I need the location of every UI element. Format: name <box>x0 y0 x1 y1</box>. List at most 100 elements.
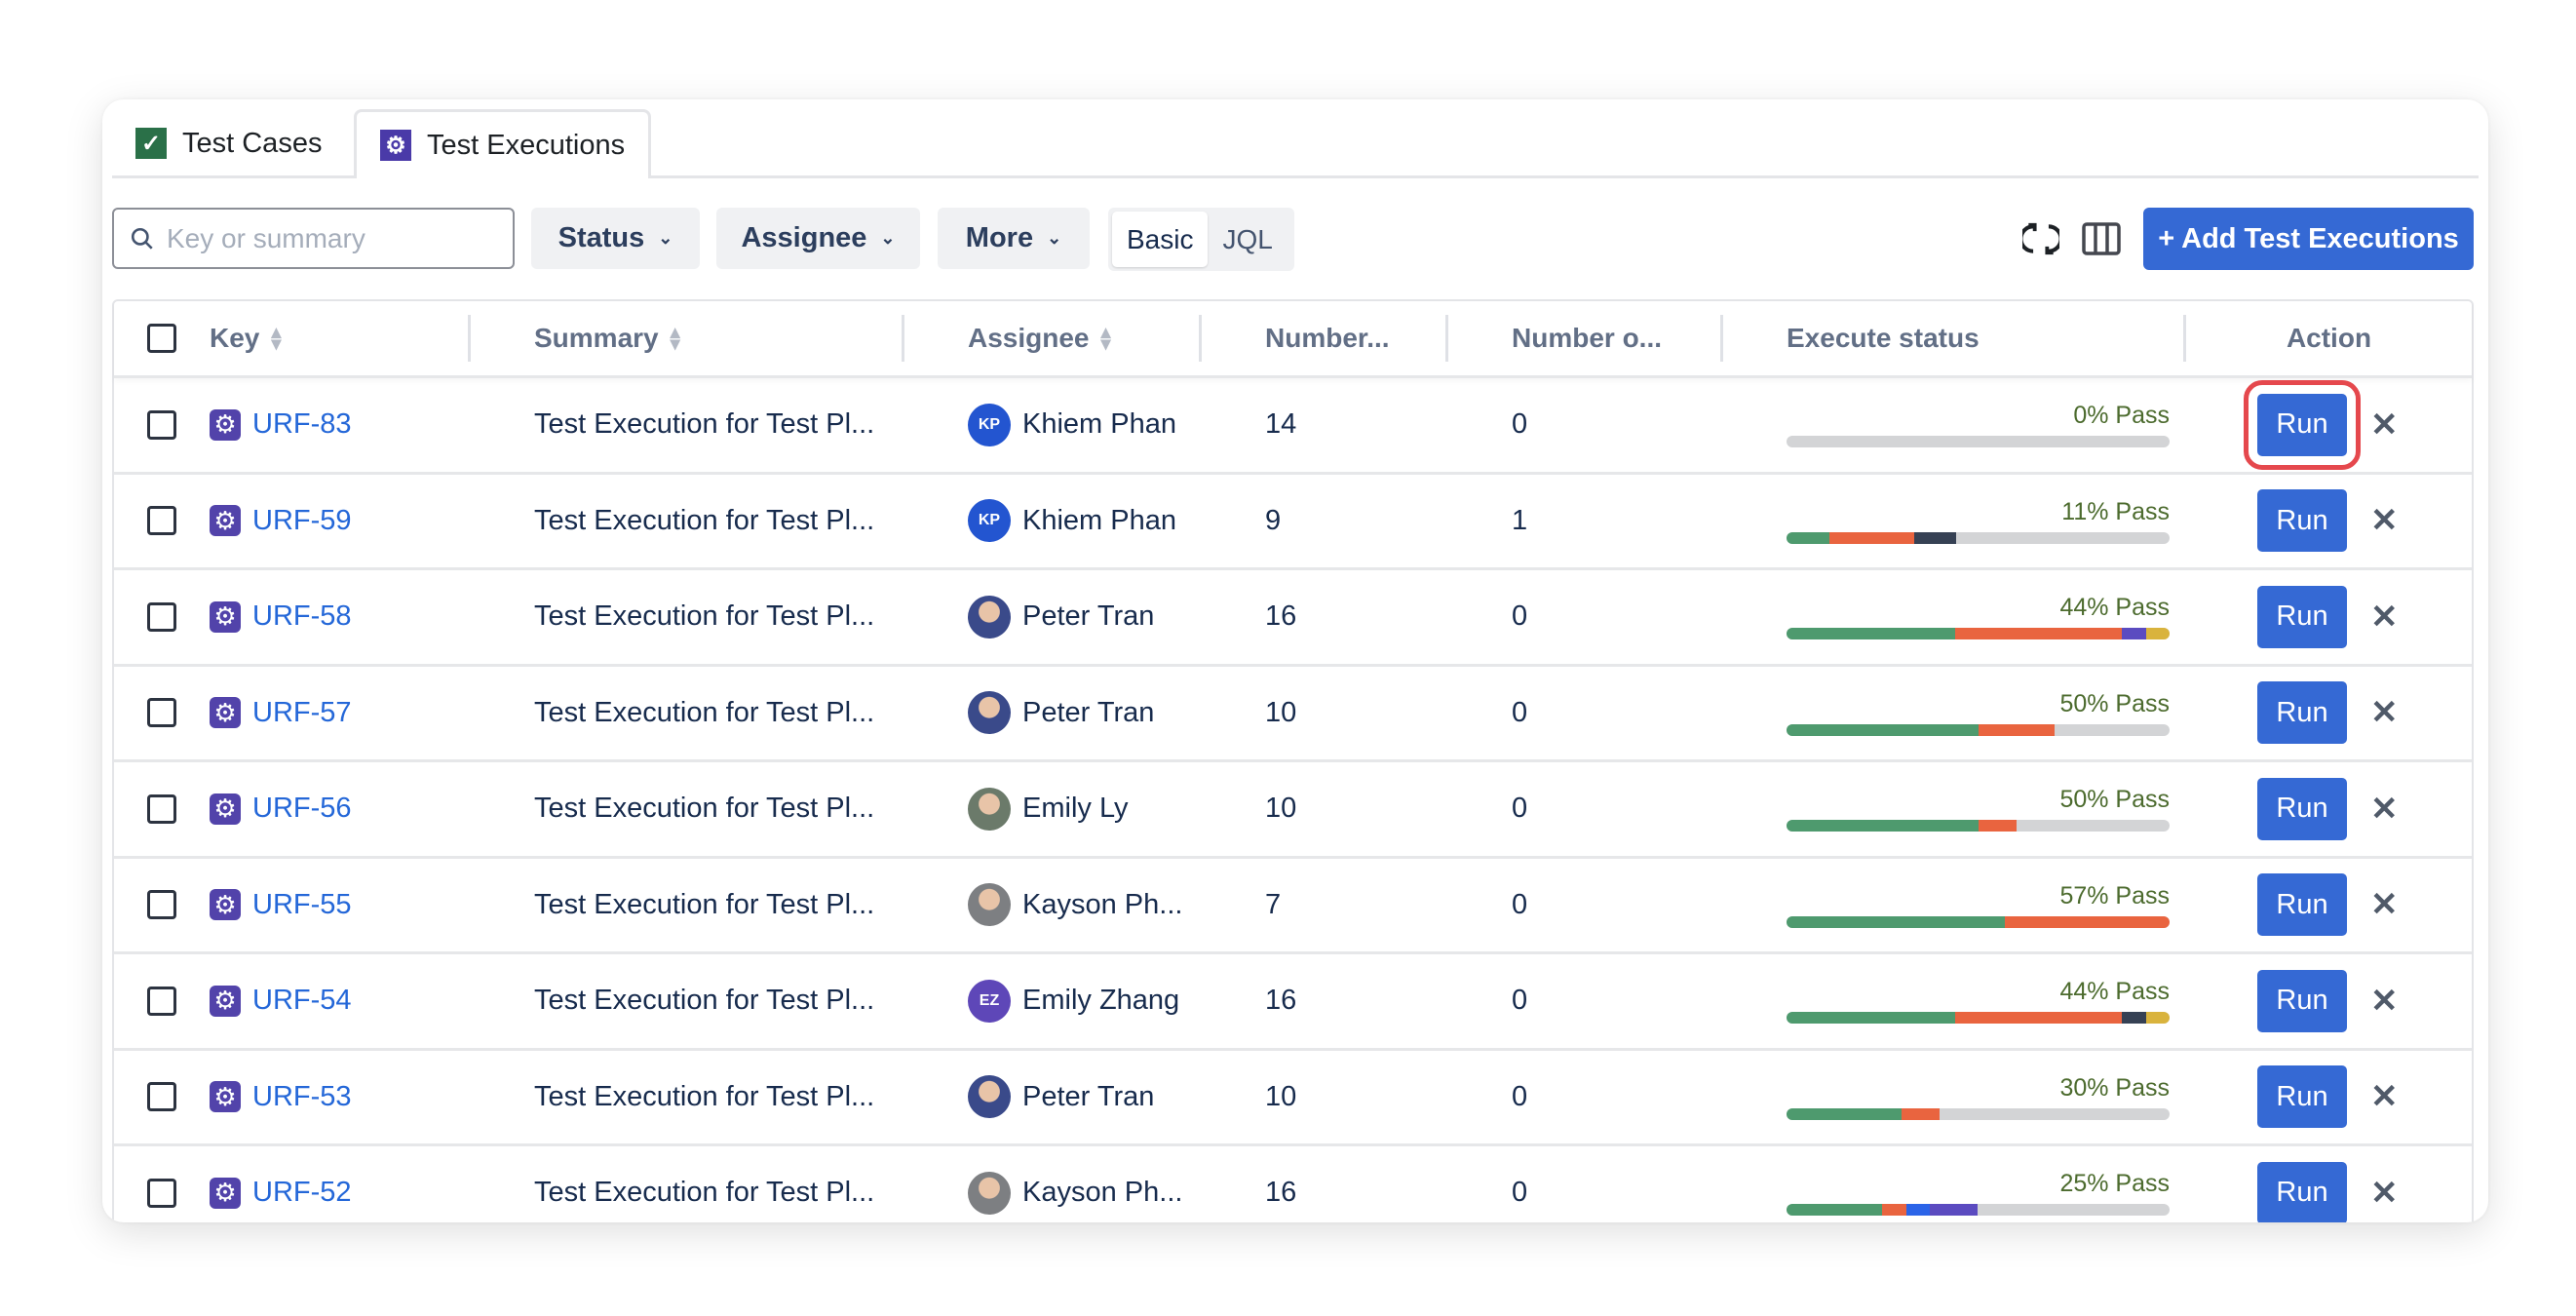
assignee-cell: EZ Emily Zhang <box>902 954 1199 1048</box>
issue-key-link[interactable]: URF-55 <box>252 888 352 920</box>
close-icon[interactable]: ✕ <box>2370 790 2399 828</box>
number-1-cell: 10 <box>1265 696 1297 728</box>
number-2-cell: 0 <box>1512 600 1528 633</box>
summary-cell: Test Execution for Test Pl... <box>534 985 875 1017</box>
execution-progress-bar <box>1787 915 2170 928</box>
run-button[interactable]: Run <box>2257 681 2347 745</box>
run-button[interactable]: Run <box>2257 873 2347 937</box>
assignee-name: Peter Tran <box>1022 696 1155 728</box>
chevron-down-icon: ⌄ <box>658 228 673 248</box>
progress-segment-blue <box>1906 1204 1931 1217</box>
progress-segment-blocked <box>1913 531 1957 544</box>
assignee-filter[interactable]: Assignee ⌄ <box>716 208 920 269</box>
select-all-checkbox[interactable] <box>147 324 176 353</box>
chevron-down-icon: ⌄ <box>880 228 896 248</box>
key-cell: ⚙ URF-53 <box>187 1051 468 1144</box>
column-number-2[interactable]: Number o... <box>1445 301 1720 375</box>
execute-status-cell: 30% Pass <box>1720 1051 2183 1144</box>
issue-key-link[interactable]: URF-59 <box>252 504 352 536</box>
number-2-cell: 0 <box>1512 985 1528 1017</box>
issue-key-link[interactable]: URF-53 <box>252 1080 352 1112</box>
column-assignee[interactable]: Assignee ▴ ▾ <box>902 301 1199 375</box>
pass-rate: 44% Pass <box>2059 594 2170 622</box>
row-checkbox[interactable] <box>147 890 176 920</box>
key-cell: ⚙ URF-59 <box>187 475 468 568</box>
action-cell: Run ✕ <box>2183 1051 2475 1144</box>
row-checkbox[interactable] <box>147 698 176 728</box>
table-row: ⚙ URF-57 Test Execution for Test Pl... Pe… <box>114 667 2472 762</box>
column-summary[interactable]: Summary ▴ ▾ <box>468 301 902 375</box>
run-button[interactable]: Run <box>2257 1065 2347 1129</box>
column-number-1[interactable]: Number... <box>1199 301 1445 375</box>
assignee-cell: Kayson Ph... <box>902 1146 1199 1222</box>
tab-test-cases[interactable]: ✓ Test Cases <box>112 109 345 177</box>
close-icon[interactable]: ✕ <box>2370 1174 2399 1212</box>
close-icon[interactable]: ✕ <box>2370 886 2399 924</box>
number-1-cell: 10 <box>1265 1080 1297 1112</box>
issue-key-link[interactable]: URF-52 <box>252 1177 352 1209</box>
more-filter[interactable]: More ⌄ <box>938 208 1090 269</box>
columns-button[interactable] <box>2079 216 2124 261</box>
number-2-cell: 0 <box>1512 793 1528 825</box>
progress-segment-fail <box>1954 1012 2122 1025</box>
issue-key-link[interactable]: URF-54 <box>252 985 352 1017</box>
row-checkbox[interactable] <box>147 1178 176 1208</box>
close-icon[interactable]: ✕ <box>2370 982 2399 1020</box>
tab-test-executions[interactable]: ⚙ Test Executions <box>354 109 652 178</box>
number-1-cell: 10 <box>1265 793 1297 825</box>
row-checkbox[interactable] <box>147 1082 176 1112</box>
assignee-name: Peter Tran <box>1022 1080 1155 1112</box>
number-1-cell: 9 <box>1265 504 1282 536</box>
search-input[interactable] <box>167 222 498 254</box>
select-all-cell <box>114 301 187 375</box>
row-checkbox[interactable] <box>147 986 176 1016</box>
issue-key-link[interactable]: URF-56 <box>252 793 352 825</box>
table-row: ⚙ URF-54 Test Execution for Test Pl... EZ… <box>114 954 2472 1051</box>
close-icon[interactable]: ✕ <box>2370 502 2399 540</box>
pass-rate: 0% Pass <box>2073 402 2170 430</box>
run-button[interactable]: Run <box>2257 1161 2347 1222</box>
status-filter[interactable]: Status ⌄ <box>531 208 700 269</box>
close-icon[interactable]: ✕ <box>2370 406 2399 444</box>
action-cell: Run ✕ <box>2183 475 2475 568</box>
assignee-cell: Peter Tran <box>902 1051 1199 1144</box>
test-execution-gear-icon: ⚙ <box>210 985 241 1017</box>
search-field[interactable] <box>112 208 515 269</box>
summary-cell: Test Execution for Test Pl... <box>534 1177 875 1209</box>
pass-rate: 30% Pass <box>2059 1073 2170 1102</box>
basic-mode-button[interactable]: Basic <box>1112 212 1209 267</box>
pass-rate: 44% Pass <box>2059 978 2170 1006</box>
close-icon[interactable]: ✕ <box>2370 694 2399 732</box>
row-checkbox[interactable] <box>147 506 176 536</box>
column-key[interactable]: Key ▴ ▾ <box>187 301 468 375</box>
row-checkbox[interactable] <box>147 601 176 632</box>
summary-cell: Test Execution for Test Pl... <box>534 1080 875 1112</box>
column-label: Key <box>210 323 260 353</box>
issue-key-link[interactable]: URF-57 <box>252 696 352 728</box>
close-icon[interactable]: ✕ <box>2370 598 2399 636</box>
progress-segment-fail <box>1978 820 2017 832</box>
table-header: Key ▴ ▾ Summary ▴ ▾ Assignee ▴ ▾ Number... Num… <box>114 301 2472 378</box>
chevron-down-icon: ⌄ <box>1047 228 1062 248</box>
progress-segment-pass <box>1787 531 1829 544</box>
run-button[interactable]: Run <box>2257 777 2347 840</box>
progress-segment-pass <box>1787 820 1979 832</box>
close-icon[interactable]: ✕ <box>2370 1078 2399 1116</box>
row-checkbox[interactable] <box>147 409 176 440</box>
avatar <box>968 691 1011 735</box>
jql-mode-button[interactable]: JQL <box>1222 223 1273 254</box>
run-button[interactable]: Run <box>2257 585 2347 648</box>
avatar: EZ <box>968 979 1011 1023</box>
refresh-button[interactable] <box>2019 216 2063 261</box>
run-button[interactable]: Run <box>2257 969 2347 1032</box>
run-button[interactable]: Run <box>2257 489 2347 553</box>
execution-progress-bar <box>1787 1107 2170 1120</box>
progress-segment-pass <box>1787 915 2006 928</box>
action-cell: Run ✕ <box>2183 859 2475 952</box>
row-checkbox[interactable] <box>147 793 176 824</box>
issue-key-link[interactable]: URF-83 <box>252 408 352 441</box>
run-button[interactable]: Run <box>2244 379 2361 470</box>
issue-key-link[interactable]: URF-58 <box>252 600 352 633</box>
add-test-executions-button[interactable]: + Add Test Executions <box>2143 208 2474 270</box>
number-2-cell: 0 <box>1512 888 1528 920</box>
